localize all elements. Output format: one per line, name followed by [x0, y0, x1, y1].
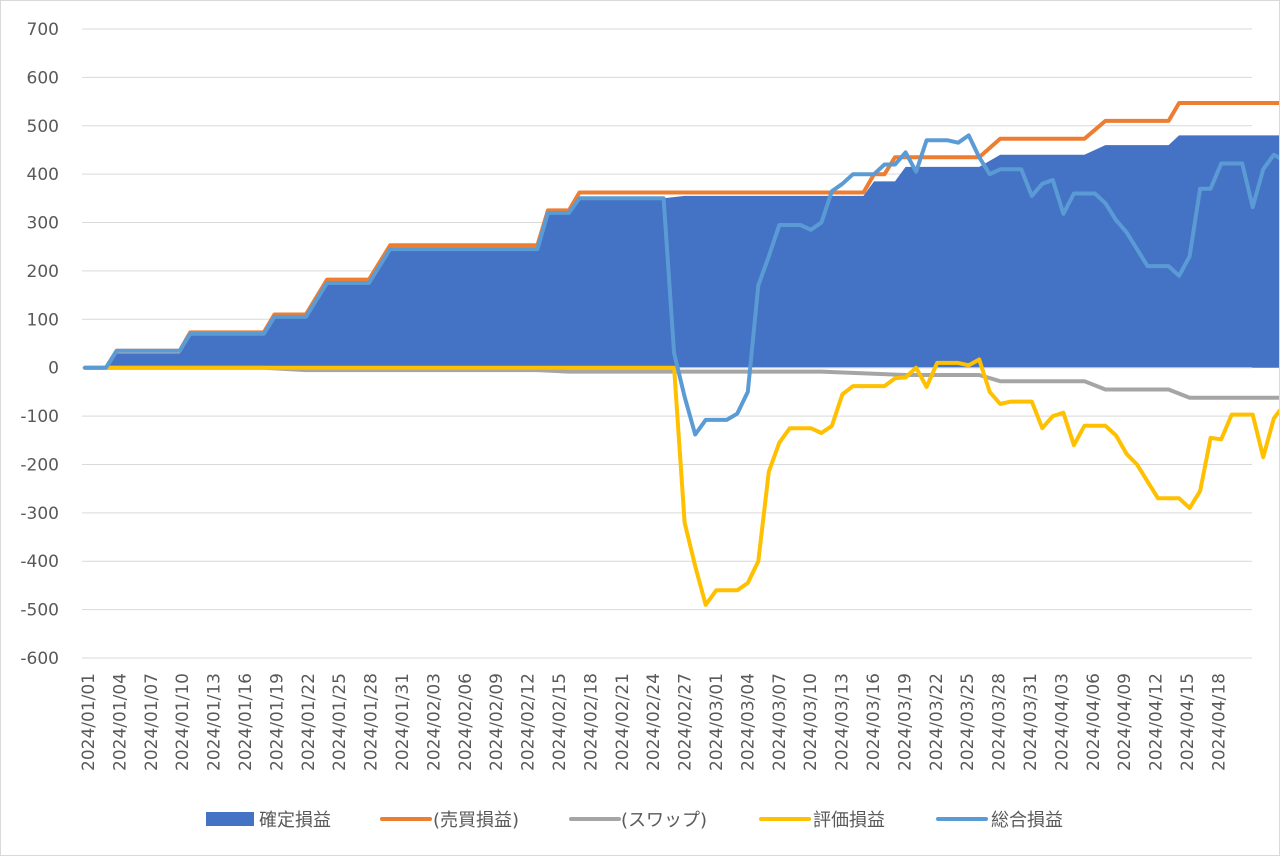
- x-tick-label: 2024/04/03: [1052, 673, 1072, 771]
- y-tick-label: 700: [27, 20, 59, 40]
- x-tick-label: 2024/02/15: [550, 673, 570, 771]
- x-tick-label: 2024/03/22: [927, 673, 947, 771]
- y-tick-label: -500: [20, 601, 59, 621]
- x-tick-label: 2024/01/04: [110, 673, 130, 771]
- x-tick-label: 2024/01/19: [267, 673, 287, 771]
- y-tick-label: 300: [27, 214, 59, 234]
- y-tick-label: 600: [27, 68, 59, 88]
- x-tick-label: 2024/02/27: [676, 673, 696, 771]
- y-tick-label: 200: [27, 262, 59, 282]
- x-tick-label: 2024/01/16: [236, 673, 256, 771]
- legend-label: 総合損益: [991, 810, 1063, 831]
- x-tick-label: 2024/04/18: [1209, 673, 1229, 771]
- legend-swatch: [206, 812, 254, 826]
- x-axis: 2024/01/01 2024/01/04 2024/01/07 2024/01/10…: [79, 673, 1229, 771]
- x-tick-label: 2024/03/07: [770, 673, 790, 771]
- series-line-3: [83, 357, 1279, 607]
- y-tick-label: 0: [48, 359, 59, 379]
- x-tick-label: 2024/02/06: [456, 673, 476, 771]
- x-tick-label: 2024/02/12: [519, 673, 539, 771]
- legend-label: (売買損益): [433, 810, 519, 831]
- x-tick-label: 2024/01/31: [393, 673, 413, 771]
- x-tick-label: 2024/02/24: [644, 673, 664, 771]
- y-tick-label: 100: [27, 310, 59, 330]
- x-tick-label: 2024/01/10: [173, 673, 193, 771]
- x-tick-label: 2024/03/19: [895, 673, 915, 771]
- x-tick-label: 2024/02/09: [487, 673, 507, 771]
- y-tick-label: -200: [20, 455, 59, 475]
- y-tick-label: -600: [20, 649, 59, 669]
- x-tick-label: 2024/01/01: [79, 673, 99, 771]
- x-tick-label: 2024/03/16: [864, 673, 884, 771]
- x-tick-label: 2024/03/13: [833, 673, 853, 771]
- x-tick-label: 2024/01/22: [299, 673, 319, 771]
- x-tick-label: 2024/04/09: [1115, 673, 1135, 771]
- legend-label: 確定損益: [259, 810, 331, 831]
- x-tick-label: 2024/03/31: [1021, 673, 1041, 771]
- x-tick-label: 2024/03/28: [990, 673, 1010, 771]
- y-axis: 700 600 500 400 300 200 100 0 -100 -200 -300 -400 -5…: [20, 20, 59, 669]
- x-tick-label: 2024/02/03: [424, 673, 444, 771]
- x-tick-label: 2024/01/25: [330, 673, 350, 771]
- y-tick-label: -300: [20, 504, 59, 524]
- legend: 確定損益 (売買損益) (スワップ) 評価損益 総合損益: [206, 810, 1063, 831]
- series-area-0: [85, 135, 1279, 368]
- x-tick-label: 2024/01/07: [142, 673, 162, 771]
- series-lines: [83, 101, 1279, 607]
- x-tick-label: 2024/03/01: [707, 673, 727, 771]
- x-tick-label: 2024/03/25: [958, 673, 978, 771]
- x-tick-label: 2024/03/04: [738, 673, 758, 771]
- x-tick-label: 2024/04/12: [1147, 673, 1167, 771]
- legend-label: (スワップ): [621, 810, 707, 831]
- x-tick-label: 2024/04/06: [1084, 673, 1104, 771]
- y-tick-label: 500: [27, 117, 59, 137]
- x-tick-label: 2024/04/15: [1178, 673, 1198, 771]
- y-tick-label: -100: [20, 407, 59, 427]
- legend-label: 評価損益: [813, 810, 885, 831]
- y-tick-label: -400: [20, 552, 59, 572]
- y-tick-label: 400: [27, 165, 59, 185]
- series-layer: [85, 135, 1279, 368]
- x-tick-label: 2024/01/13: [205, 673, 225, 771]
- x-tick-label: 2024/02/21: [613, 673, 633, 771]
- series-line-4: [83, 133, 1279, 437]
- x-tick-label: 2024/02/18: [581, 673, 601, 771]
- x-tick-label: 2024/01/28: [362, 673, 382, 771]
- x-tick-label: 2024/03/10: [801, 673, 821, 771]
